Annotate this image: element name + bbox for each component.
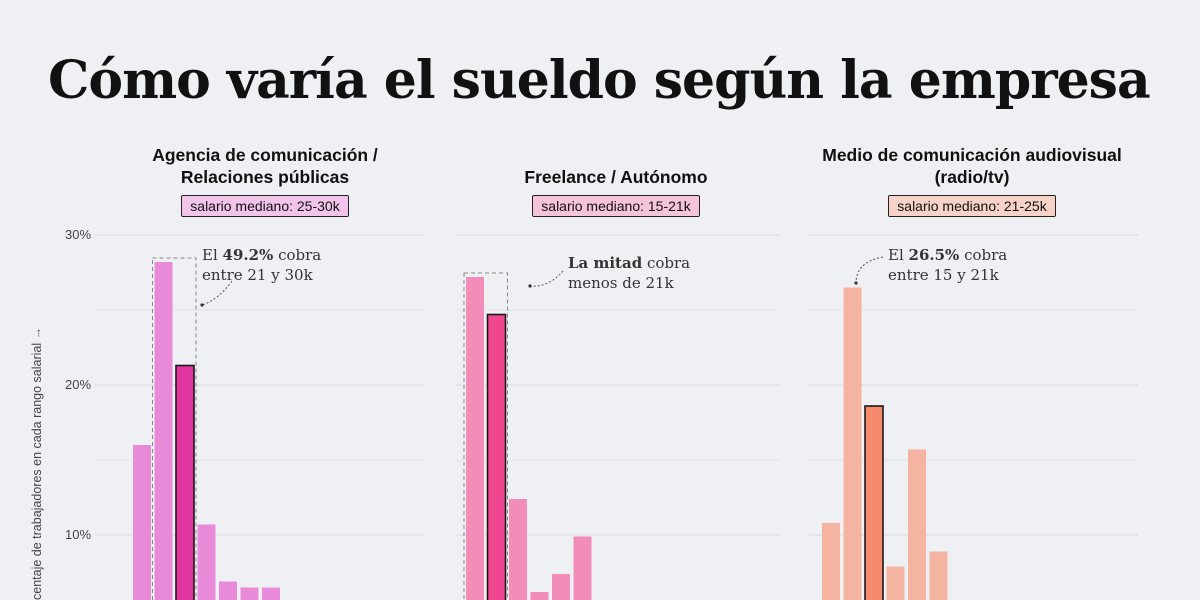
panel-title: Freelance / Autónomo <box>446 138 786 188</box>
annotation-text: El 26.5% cobra <box>888 246 1007 264</box>
annotation-text: El 49.2% cobra <box>202 246 321 264</box>
annotation-dot <box>854 281 858 285</box>
bar <box>197 524 216 600</box>
annotation-post: cobra <box>273 246 321 264</box>
bar <box>133 445 151 600</box>
panel-header-freelance: Freelance / Autónomo salario mediano: 15… <box>446 138 786 218</box>
bar <box>509 499 527 600</box>
bar <box>240 587 259 600</box>
bar <box>262 587 280 600</box>
panel-title-line: (radio/tv) <box>934 167 1010 187</box>
bar-highlighted <box>175 364 195 600</box>
panel-title-line: Relaciones públicas <box>180 167 350 187</box>
panel-header-agencia: Agencia de comunicación / Relaciones púb… <box>95 138 435 218</box>
panel-title: Medio de comunicación audiovisual (radio… <box>802 138 1142 188</box>
panel-title: Agencia de comunicación / Relaciones púb… <box>95 138 435 188</box>
y-tick-label: 10% <box>65 527 91 542</box>
annotation: El 26.5% cobra entre 15 y 21k <box>854 246 1007 285</box>
median-salary-badge: salario mediano: 21-25k <box>888 195 1056 217</box>
range-bracket <box>152 257 197 600</box>
bar <box>886 566 905 600</box>
bar <box>530 592 549 600</box>
panel-header-medio-audiovisual: Medio de comunicación audiovisual (radio… <box>802 138 1142 218</box>
annotation-text: La mitad cobra <box>568 254 690 272</box>
panel-title-line: Agencia de comunicación / <box>152 145 378 165</box>
annotation-leader <box>529 270 564 287</box>
bar <box>573 536 592 600</box>
annotation-bold: 26.5% <box>909 246 960 264</box>
bar <box>154 262 173 600</box>
annotation-post: cobra <box>642 254 690 272</box>
bar <box>929 551 948 600</box>
range-bracket <box>463 272 508 600</box>
bar <box>552 574 570 600</box>
bar <box>219 581 237 600</box>
annotation-pre: El <box>888 246 909 264</box>
annotation-post: cobra <box>959 246 1007 264</box>
annotation-dot <box>528 284 532 288</box>
annotation-text-line2: menos de 21k <box>568 274 675 292</box>
annotation-dot <box>200 303 204 307</box>
bar <box>843 287 862 600</box>
annotation-text-line2: entre 21 y 30k <box>202 266 314 284</box>
bar-highlighted <box>486 313 507 600</box>
annotation: La mitad cobra menos de 21k <box>528 254 690 292</box>
annotation: El 49.2% cobra entre 21 y 30k <box>200 246 321 307</box>
bar <box>466 277 484 600</box>
panel-title-line: Freelance / Autónomo <box>524 167 708 187</box>
y-tick-label: 20% <box>65 377 91 392</box>
annotation-pre: El <box>202 246 223 264</box>
annotation-bold: 49.2% <box>223 246 274 264</box>
median-salary-badge: salario mediano: 15-21k <box>532 195 700 217</box>
bar <box>822 523 840 600</box>
annotation-leader <box>855 256 884 284</box>
panel-title-line: Medio de comunicación audiovisual <box>822 145 1122 165</box>
page-title: Cómo varía el sueldo según la empresa <box>48 50 1151 111</box>
bar-highlighted <box>864 405 884 600</box>
median-salary-badge: salario mediano: 25-30k <box>181 195 349 217</box>
y-tick-label: 30% <box>65 227 91 242</box>
annotation-text-line2: entre 15 y 21k <box>888 266 1000 284</box>
annotation-bold: La mitad <box>568 254 643 272</box>
bar <box>908 449 926 600</box>
annotation-leader <box>201 280 233 306</box>
